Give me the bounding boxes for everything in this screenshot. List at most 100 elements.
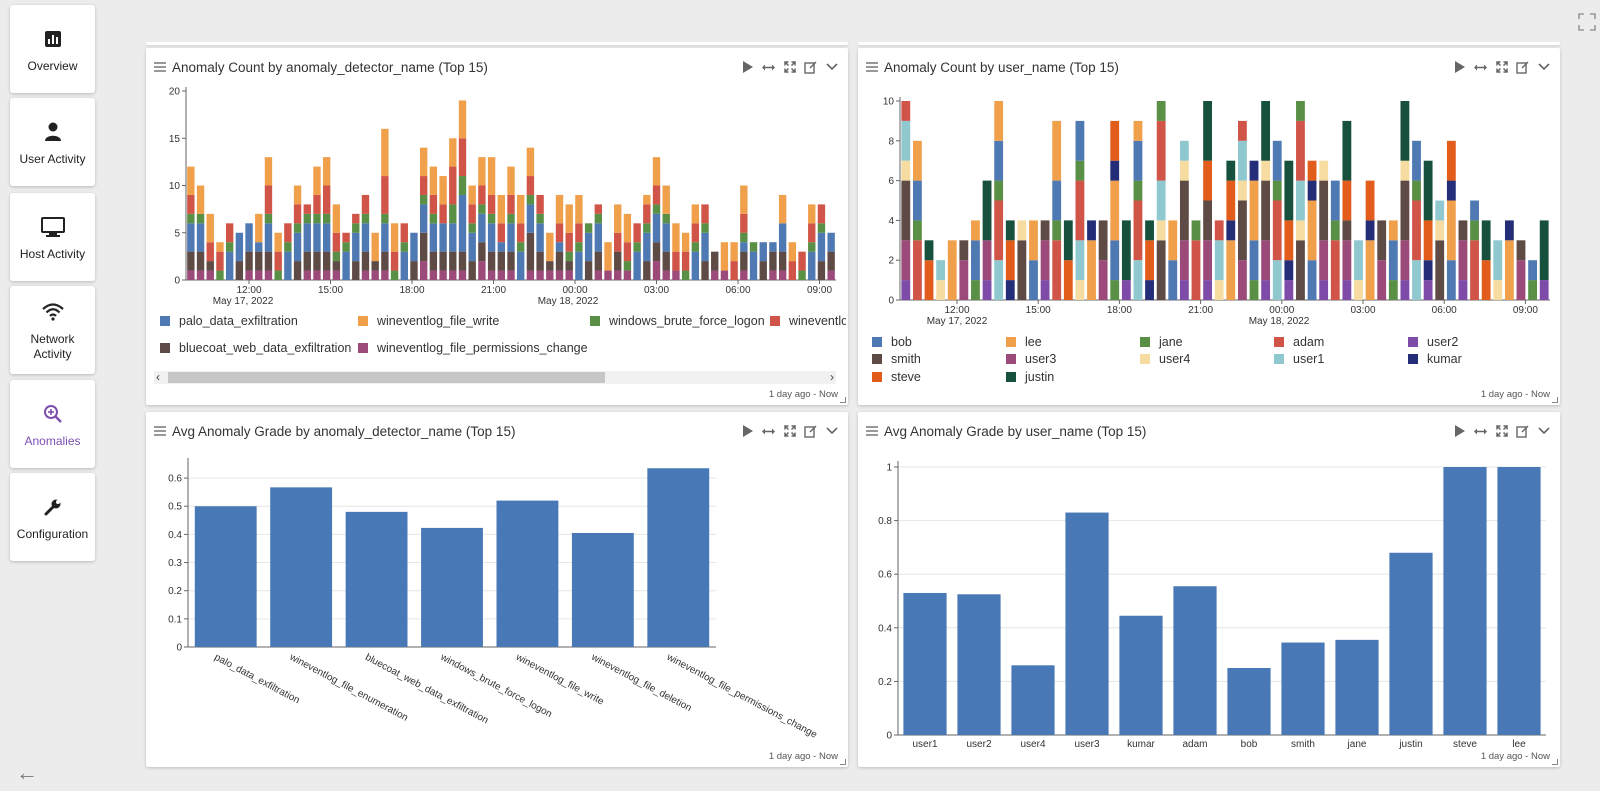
expand-horizontal-icon[interactable] — [762, 61, 775, 74]
bar-segment — [1121, 280, 1131, 300]
scrollbar-thumb[interactable] — [168, 372, 605, 383]
legend-item[interactable]: user2 — [1408, 335, 1458, 349]
bar-segment — [1052, 180, 1062, 221]
legend-item[interactable]: bluecoat_web_data_exfiltration — [160, 341, 351, 355]
play-icon[interactable] — [1453, 425, 1466, 438]
legend-item[interactable]: jane — [1140, 335, 1183, 349]
play-icon[interactable] — [1453, 61, 1466, 74]
maximize-icon[interactable] — [783, 61, 796, 74]
bar-segment — [507, 270, 515, 280]
y-tick-label: 0 — [886, 731, 892, 742]
scroll-left-icon[interactable]: ‹ — [156, 370, 160, 384]
chevron-down-icon[interactable] — [825, 425, 838, 438]
zoom-anomaly-icon — [43, 400, 63, 428]
bar-segment — [817, 204, 826, 224]
drag-handle-icon[interactable] — [866, 426, 878, 436]
maximize-icon[interactable] — [783, 425, 796, 438]
nav-host-activity[interactable]: Host Activity — [10, 193, 95, 281]
drag-handle-icon[interactable] — [866, 62, 878, 72]
bar-segment — [216, 242, 224, 252]
play-icon[interactable] — [741, 61, 754, 74]
overview-chart-icon — [44, 25, 61, 53]
bar-segment — [536, 213, 544, 224]
nav-network-activity[interactable]: Network Activity — [10, 286, 95, 374]
bar-segment — [1133, 260, 1143, 300]
drag-handle-icon[interactable] — [154, 426, 166, 436]
nav-configuration[interactable]: Configuration — [10, 473, 95, 561]
expand-horizontal-icon[interactable] — [1474, 61, 1487, 74]
bar-segment — [517, 251, 525, 280]
legend-scrollbar[interactable]: ‹ › — [154, 370, 836, 384]
legend-item[interactable]: kumar — [1408, 352, 1462, 366]
edit-icon[interactable] — [804, 425, 817, 438]
x-category-label: user1 — [912, 739, 937, 750]
bar-segment — [691, 242, 700, 252]
bar-segment — [720, 270, 729, 280]
bar-segment — [429, 166, 438, 195]
legend-item[interactable]: wineventlog_file_enumeration — [770, 314, 846, 328]
play-icon[interactable] — [741, 425, 754, 438]
legend-label: lee — [1025, 335, 1042, 349]
bar-segment — [400, 223, 408, 243]
legend-item[interactable]: user3 — [1006, 352, 1056, 366]
expand-horizontal-icon[interactable] — [762, 425, 775, 438]
bar-segment — [264, 251, 273, 271]
bar-segment — [575, 194, 583, 224]
legend-item[interactable]: bob — [872, 335, 912, 349]
resize-handle[interactable] — [1552, 397, 1558, 403]
y-tick-label: 15 — [169, 134, 181, 145]
bar-segment — [662, 270, 670, 280]
bar-segment — [959, 260, 969, 300]
bar-segment — [643, 223, 651, 233]
fullscreen-icon[interactable] — [1578, 13, 1596, 31]
resize-handle[interactable] — [840, 759, 846, 765]
legend-item[interactable]: justin — [1006, 370, 1054, 384]
edit-icon[interactable] — [804, 61, 817, 74]
nav-user-activity[interactable]: User Activity — [10, 98, 95, 186]
nav-overview[interactable]: Overview — [10, 5, 95, 93]
chevron-down-icon[interactable] — [1537, 425, 1550, 438]
bar-segment — [526, 204, 535, 233]
bar-segment — [555, 270, 564, 280]
bar-segment — [1412, 140, 1421, 181]
bar-segment — [901, 180, 911, 241]
resize-handle[interactable] — [840, 397, 846, 403]
legend-swatch — [1006, 354, 1016, 364]
legend-label: bluecoat_web_data_exfiltration — [179, 341, 352, 355]
back-arrow-icon[interactable]: ← — [16, 760, 38, 785]
scroll-right-icon[interactable]: › — [830, 370, 834, 384]
legend-item[interactable]: lee — [1006, 335, 1042, 349]
legend-item[interactable]: wineventlog_file_permissions_change — [358, 341, 588, 355]
bar-segment — [994, 200, 1004, 261]
bar-segment — [662, 223, 670, 252]
legend-item[interactable]: palo_data_exfiltration — [160, 314, 298, 328]
chevron-down-icon[interactable] — [825, 61, 838, 74]
legend-item[interactable]: user4 — [1140, 352, 1190, 366]
y-tick-label: 0 — [176, 643, 182, 654]
legend-item[interactable]: smith — [872, 352, 921, 366]
legend-item[interactable]: user1 — [1274, 352, 1324, 366]
bar — [194, 506, 257, 647]
maximize-icon[interactable] — [1495, 61, 1508, 74]
maximize-icon[interactable] — [1495, 425, 1508, 438]
bar-segment — [778, 270, 787, 280]
bar-segment — [1388, 280, 1398, 300]
legend-item[interactable]: adam — [1274, 335, 1324, 349]
resize-handle[interactable] — [1552, 759, 1558, 765]
bar-segment — [381, 176, 389, 214]
bar-segment — [643, 194, 651, 205]
drag-handle-icon[interactable] — [154, 62, 166, 72]
edit-icon[interactable] — [1516, 61, 1529, 74]
bar-segment — [1261, 240, 1271, 281]
bar-segment — [1238, 140, 1247, 181]
bar-segment — [1133, 140, 1143, 181]
legend-item[interactable]: windows_brute_force_logon — [590, 314, 765, 328]
stacked-bar-chart-detector: 0 5 10 15 20 12:00 15:00 18:00 21:00 00:00 03:00 06… — [169, 87, 836, 307]
edit-icon[interactable] — [1516, 425, 1529, 438]
chevron-down-icon[interactable] — [1537, 61, 1550, 74]
expand-horizontal-icon[interactable] — [1474, 425, 1487, 438]
legend-item[interactable]: wineventlog_file_write — [358, 314, 499, 328]
bar-segment — [478, 213, 486, 243]
nav-anomalies[interactable]: Anomalies — [10, 380, 95, 468]
legend-item[interactable]: steve — [872, 370, 921, 384]
